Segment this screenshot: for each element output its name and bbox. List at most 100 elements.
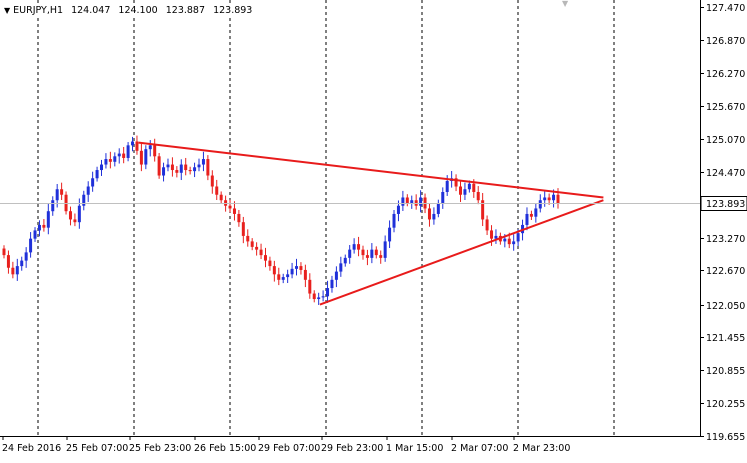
candle-body — [388, 227, 392, 242]
time-tick-label: 24 Feb 2016 — [2, 443, 61, 454]
low-value: 123.887 — [165, 5, 206, 16]
price-tick-label: 120.255 — [706, 399, 745, 410]
symbol-name: EURJPY — [13, 5, 47, 16]
candle-body — [445, 181, 449, 192]
candle-body — [68, 211, 72, 220]
candle-body — [463, 189, 467, 195]
candle-body — [529, 213, 533, 217]
candle-body — [100, 164, 104, 171]
candle-body — [383, 241, 387, 258]
candle-body — [246, 235, 250, 242]
candle-body — [326, 288, 330, 297]
candle-body — [423, 197, 427, 209]
candle-body — [467, 183, 471, 190]
close-value: 123.893 — [213, 5, 253, 16]
candle-body — [339, 263, 343, 272]
candle-body — [175, 170, 179, 173]
candle-body — [281, 277, 285, 280]
candle-body — [2, 248, 6, 256]
candle-body — [157, 156, 161, 176]
candle-body — [543, 197, 547, 201]
candle-body — [77, 205, 81, 223]
candle-body — [277, 274, 281, 280]
time-tick-label: 25 Feb 07:00 — [66, 443, 128, 454]
current-price-label: 123.893 — [706, 199, 745, 210]
candle-body — [170, 164, 174, 171]
high-value: 124.100 — [118, 5, 158, 16]
candle-body — [126, 145, 130, 158]
candle-body — [303, 269, 307, 280]
candle-body — [250, 241, 254, 247]
time-tick-label: 25 Feb 23:00 — [129, 443, 191, 454]
candle-body — [228, 205, 232, 209]
candle-body — [179, 164, 183, 173]
candle-body — [104, 159, 108, 165]
candle-body — [166, 164, 170, 168]
candle-body — [503, 238, 507, 242]
chart-shift-marker-icon[interactable]: ▼ — [562, 0, 569, 8]
candle-body — [490, 230, 494, 239]
candle-body — [55, 189, 59, 201]
candle-body — [37, 224, 41, 231]
candle-body — [122, 153, 126, 158]
candle-body — [410, 200, 414, 203]
triangle-down-icon[interactable]: ▼ — [4, 5, 11, 15]
candle-body — [255, 246, 259, 250]
candle-body — [547, 197, 551, 201]
trendline-support[interactable] — [319, 199, 604, 306]
candle-body — [512, 241, 516, 245]
candle-body — [95, 170, 99, 179]
candle-body — [108, 159, 112, 162]
candle-body — [131, 141, 135, 146]
candle-body — [494, 235, 498, 239]
price-tick-label: 124.470 — [706, 168, 745, 179]
time-tick-label: 29 Feb 07:00 — [258, 443, 320, 454]
candle-body — [153, 145, 157, 157]
candle-body — [197, 164, 201, 168]
candle-body — [224, 200, 228, 206]
candle-body — [538, 200, 542, 209]
price-tick-label: 126.870 — [706, 36, 745, 47]
candle-body — [454, 178, 458, 187]
candle-body — [334, 271, 338, 280]
price-tick-label: 125.070 — [706, 135, 745, 146]
candle-body — [552, 194, 556, 201]
candle-body — [60, 189, 64, 195]
price-tick-label: 119.655 — [706, 432, 745, 443]
candle-body — [441, 191, 445, 203]
price-tick-label: 121.455 — [706, 333, 745, 344]
trendline-resistance[interactable] — [138, 141, 604, 199]
candle-body — [370, 249, 374, 258]
candle-body — [436, 202, 440, 214]
candle-body — [299, 266, 303, 270]
price-tick-label: 123.270 — [706, 234, 745, 245]
candle-body — [144, 149, 148, 165]
candle-body — [82, 194, 86, 206]
candle-body — [237, 213, 241, 223]
candle-body — [268, 260, 272, 267]
candle-body — [352, 244, 356, 250]
candle-body — [135, 141, 139, 151]
price-tick-label: 126.270 — [706, 69, 745, 80]
candle-body — [405, 197, 409, 203]
candle-body — [184, 164, 188, 171]
candle-body — [432, 213, 436, 220]
candle-body — [117, 153, 121, 157]
candle-body — [295, 266, 299, 269]
candle-body — [11, 267, 15, 275]
price-tick-label: 125.670 — [706, 102, 745, 113]
candle-body — [86, 186, 90, 195]
candle-body — [232, 208, 236, 214]
candle-body — [365, 255, 369, 258]
candle-body — [458, 186, 462, 195]
candle-body — [91, 178, 95, 187]
time-tick-label: 2 Mar 23:00 — [513, 443, 570, 454]
candle-body — [396, 205, 400, 214]
candle-body — [330, 279, 334, 289]
time-tick-label: 26 Feb 15:00 — [194, 443, 256, 454]
candle-body — [219, 194, 223, 201]
candle-body — [290, 268, 294, 275]
candle-body — [379, 255, 383, 258]
